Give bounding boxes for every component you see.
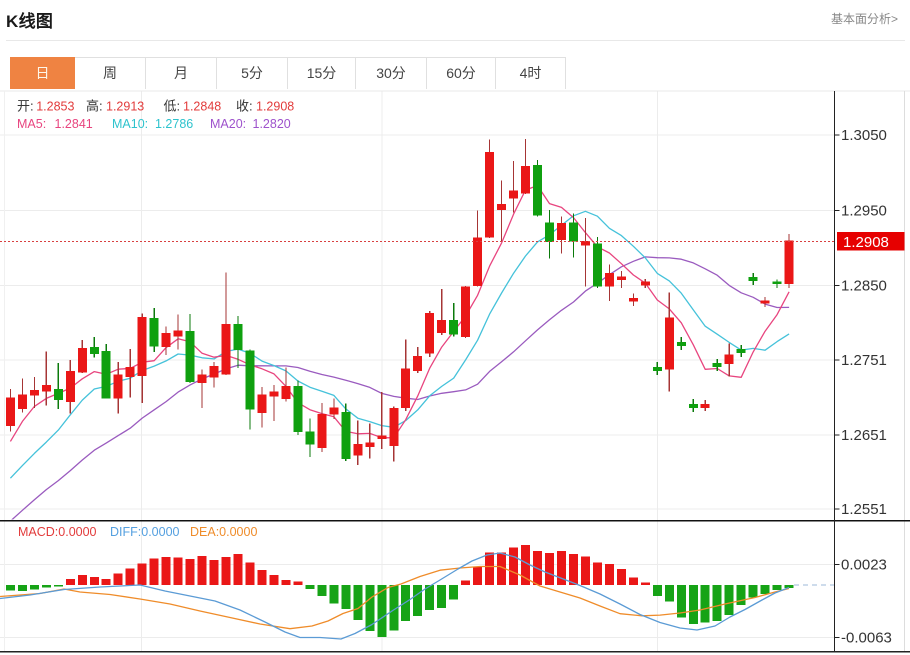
- svg-text:收:: 收:: [236, 98, 253, 113]
- svg-text:DIFF:0.0000: DIFF:0.0000: [110, 525, 180, 539]
- svg-text:1.2820: 1.2820: [253, 117, 291, 131]
- svg-text:1.2786: 1.2786: [155, 117, 193, 131]
- svg-text:1.3050: 1.3050: [841, 127, 887, 144]
- svg-text:1.2850: 1.2850: [841, 278, 887, 295]
- svg-text:MA10:: MA10:: [112, 117, 148, 131]
- svg-text:1.2751: 1.2751: [841, 352, 887, 369]
- svg-text:MA5:: MA5:: [17, 117, 46, 131]
- svg-text:开:: 开:: [17, 98, 34, 113]
- svg-text:1.2551: 1.2551: [841, 501, 887, 518]
- svg-text:1.2853: 1.2853: [36, 99, 74, 113]
- svg-text:1.2908: 1.2908: [256, 99, 294, 113]
- svg-text:MACD:0.0000: MACD:0.0000: [18, 525, 97, 539]
- svg-text:1.2908: 1.2908: [843, 234, 889, 251]
- svg-text:-0.0063: -0.0063: [841, 630, 892, 647]
- svg-text:0.0023: 0.0023: [841, 557, 887, 574]
- svg-text:1.2841: 1.2841: [55, 117, 93, 131]
- svg-text:1.2913: 1.2913: [106, 99, 144, 113]
- svg-text:高:: 高:: [86, 98, 103, 113]
- svg-text:DEA:0.0000: DEA:0.0000: [190, 525, 257, 539]
- svg-text:1.2848: 1.2848: [183, 99, 221, 113]
- svg-text:1.2651: 1.2651: [841, 427, 887, 444]
- svg-text:MA20:: MA20:: [210, 117, 246, 131]
- svg-text:低:: 低:: [164, 98, 181, 113]
- svg-text:1.2950: 1.2950: [841, 203, 887, 220]
